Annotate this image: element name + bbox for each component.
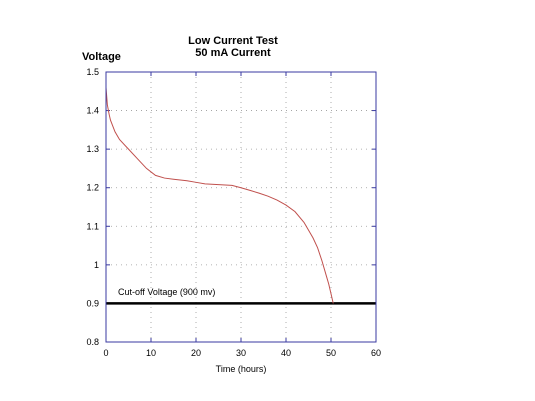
voltage-curve [105, 87, 334, 304]
x-tick-label: 20 [191, 348, 201, 358]
y-tick-label: 1.1 [86, 221, 99, 231]
y-axis-label: Voltage [82, 51, 121, 63]
x-tick-label: 10 [146, 348, 156, 358]
y-tick-label: 1.3 [86, 144, 99, 154]
plot-frame [105, 71, 377, 343]
y-tick-labels: 0.8 0.9 1 1.1 1.2 1.3 1.4 1.5 [86, 67, 376, 347]
y-tick-label: 1 [94, 260, 99, 270]
y-tick-label: 1.4 [86, 106, 99, 116]
chart-subtitle: 50 mA Current [195, 47, 271, 59]
x-tick-label: 60 [371, 348, 381, 358]
cutoff-voltage-label: Cut-off Voltage (900 mv) [118, 287, 215, 297]
x-tick-label: 40 [281, 348, 291, 358]
y-tick-label: 0.8 [86, 337, 99, 347]
grid-lines [106, 72, 376, 342]
chart-title: Low Current Test [188, 35, 278, 47]
x-tick-label: 0 [103, 348, 108, 358]
x-tick-labels: 0 10 20 30 40 50 60 [103, 72, 381, 358]
x-tick-label: 30 [236, 348, 246, 358]
x-tick-label: 50 [326, 348, 336, 358]
y-tick-label: 0.9 [86, 298, 99, 308]
x-axis-label: Time (hours) [216, 364, 267, 374]
y-tick-label: 1.5 [86, 67, 99, 77]
y-tick-label: 1.2 [86, 183, 99, 193]
